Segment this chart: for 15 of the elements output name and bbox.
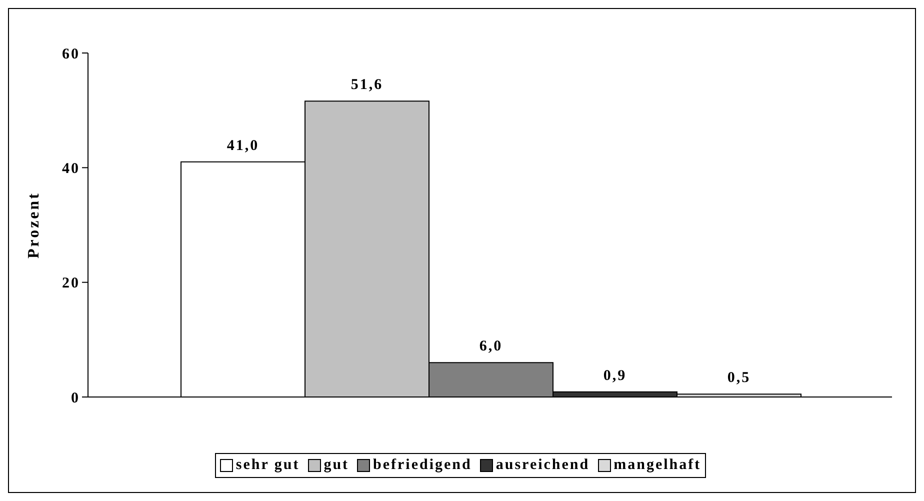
legend-label: befriedigend [373,457,472,474]
data-label: 0,5 [727,370,751,386]
y-tick-label: 60 [62,46,80,62]
legend-label: ausreichend [496,457,590,474]
legend-label: gut [324,457,350,474]
data-label: 51,6 [350,77,384,94]
y-tick-label: 40 [62,160,80,177]
y-tick-label: 20 [62,276,80,292]
y-tick-label: 0 [71,390,80,406]
legend-label: mangelhaft [614,457,702,474]
y-axis-title: Prozent [26,191,43,259]
data-label: 41,0 [226,138,260,154]
data-label: 6,0 [479,338,503,355]
legend-label: sehr gut [236,457,300,474]
data-label: 0,9 [603,368,627,384]
